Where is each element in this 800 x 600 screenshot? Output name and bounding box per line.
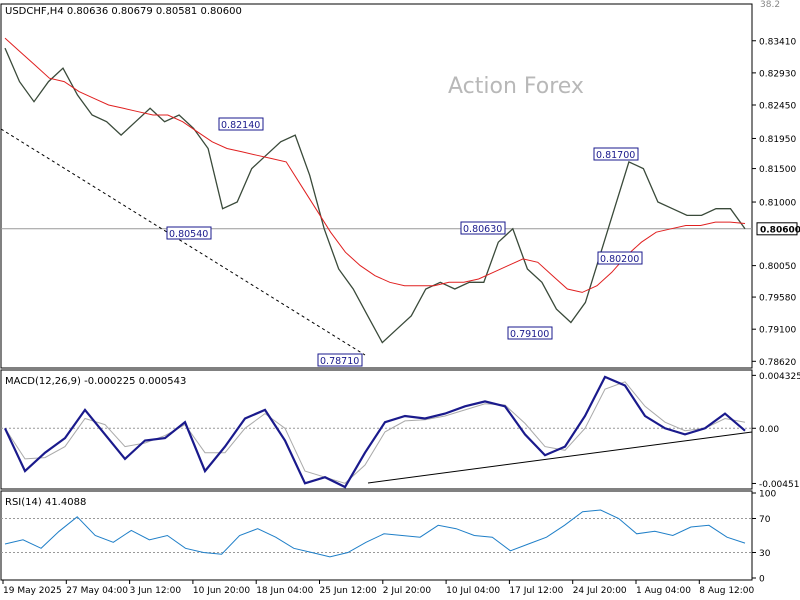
annotation-78710-box	[317, 353, 363, 367]
annotation-80630-label: 0.80630	[463, 224, 502, 235]
price-tick-label: 0.83410	[759, 37, 796, 47]
rsi-panel-title: RSI(14) 41.4088	[5, 497, 86, 508]
annotation-80540-label: 0.80540	[169, 229, 208, 240]
price-ticks: 0.83410 0.82930 0.82450 0.81950 0.81500 0.810…	[752, 37, 796, 368]
current-price-tag: 0.80600	[756, 222, 800, 236]
macd-line	[4, 375, 746, 489]
current-price-tag-box	[756, 222, 798, 236]
annotation-79100: 0.79100	[507, 326, 553, 340]
x-tick-label: 3 Jun 12:00	[130, 586, 182, 596]
price-tick-label: 0.79580	[759, 294, 796, 304]
price-panel-title: USDCHF,H4 0.80636 0.80679 0.80581 0.8060…	[5, 6, 242, 17]
price-tick-label: 0.81500	[759, 165, 796, 175]
rsi-line	[4, 509, 746, 558]
price-tick-label: 0.78620	[759, 358, 796, 368]
macd-panel-frame	[0, 369, 753, 490]
x-tick-label: 10 Jun 20:00	[193, 586, 250, 596]
price-series	[4, 47, 746, 344]
annotation-79100-box	[507, 326, 553, 340]
macd-tick-label: 0.004325	[759, 372, 800, 382]
price-tick-label: 0.82450	[759, 102, 796, 112]
annotation-82140: 0.82140	[218, 117, 264, 131]
rsi-tick-label: 70	[759, 515, 771, 525]
price-tick-label: 0.82930	[759, 69, 796, 79]
x-tick-label: 2 Jul 20:00	[383, 586, 432, 596]
annotation-79100-label: 0.79100	[510, 329, 549, 340]
price-tick-label: 0.79100	[759, 326, 796, 336]
x-tick-label: 1 Aug 04:00	[636, 586, 691, 596]
annotation-78710: 0.78710	[317, 353, 363, 367]
macd-tick-label: 0.00	[759, 425, 779, 435]
annotation-80540: 0.80540	[166, 226, 212, 240]
price-tick-label: 0.80050	[759, 262, 796, 272]
macd-panel-title: MACD(12,26,9) -0.000225 0.000543	[5, 376, 186, 387]
corner-label: 38.2	[760, 0, 780, 10]
annotation-81700: 0.81700	[593, 147, 639, 161]
current-price-tag-label: 0.80600	[760, 225, 800, 235]
x-tick-label: 10 Jul 04:00	[446, 586, 500, 596]
annotation-80200: 0.80200	[597, 251, 643, 265]
annotation-80200-box	[597, 251, 643, 265]
x-axis: 19 May 2025 27 May 04:00 3 Jun 12:00 10 Jun…	[2, 580, 755, 596]
annotation-82140-box	[218, 117, 264, 131]
annotation-82140-label: 0.82140	[221, 120, 260, 131]
annotation-81700-box	[593, 147, 639, 161]
x-tick-label: 8 Aug 12:00	[699, 586, 754, 596]
rsi-tick-label: 0	[759, 575, 765, 585]
watermark: Action Forex	[448, 74, 584, 99]
rsi-panel-frame	[0, 490, 753, 581]
x-tick-label: 19 May 2025	[3, 586, 62, 596]
x-tick-label: 24 Jul 20:00	[573, 586, 627, 596]
x-tick-label: 18 Jun 04:00	[256, 586, 313, 596]
annotation-80200-label: 0.80200	[600, 254, 639, 265]
annotation-80540-box	[166, 226, 212, 240]
rsi-tick-label: 100	[759, 490, 776, 500]
annotation-80630-box	[460, 221, 506, 235]
annotation-81700-label: 0.81700	[596, 150, 635, 161]
rsi-tick-label: 30	[759, 549, 771, 559]
macd-trendline	[367, 431, 753, 484]
annotation-78710-label: 0.78710	[320, 356, 359, 367]
price-panel-frame	[0, 3, 753, 369]
annotation-80630: 0.80630	[460, 221, 506, 235]
rsi-ticks: 100 70 30 0	[752, 490, 776, 585]
price-tick-label: 0.81950	[759, 135, 796, 145]
x-tick-label: 17 Jul 12:00	[509, 586, 563, 596]
x-tick-label: 25 Jun 12:00	[320, 586, 377, 596]
x-tick-label: 27 May 04:00	[66, 586, 128, 596]
price-tick-label: 0.81000	[759, 199, 796, 209]
